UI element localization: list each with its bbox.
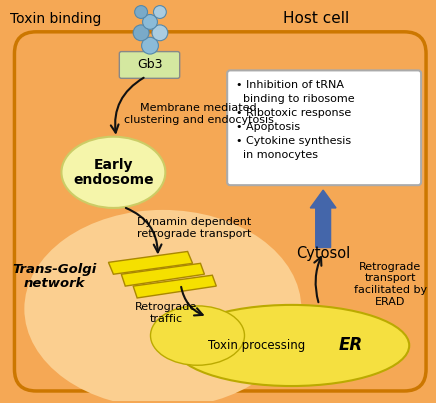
Polygon shape <box>109 251 193 274</box>
Text: Retrograde
traffic: Retrograde traffic <box>135 302 197 324</box>
Text: endosome: endosome <box>73 173 154 187</box>
Circle shape <box>143 15 157 29</box>
Circle shape <box>133 25 149 41</box>
Ellipse shape <box>61 137 165 208</box>
Text: Dynamin dependent
retrograde transport: Dynamin dependent retrograde transport <box>137 217 252 239</box>
FancyBboxPatch shape <box>14 32 426 391</box>
Circle shape <box>152 25 168 41</box>
Text: Toxin processing: Toxin processing <box>208 339 306 352</box>
Text: Trans-Golgi: Trans-Golgi <box>12 263 96 276</box>
Ellipse shape <box>174 305 409 386</box>
Ellipse shape <box>24 210 301 403</box>
Text: Cytosol: Cytosol <box>296 246 350 261</box>
Circle shape <box>153 6 166 19</box>
Text: Toxin binding: Toxin binding <box>10 12 102 26</box>
FancyBboxPatch shape <box>119 52 180 78</box>
FancyBboxPatch shape <box>227 71 421 185</box>
Circle shape <box>135 6 147 19</box>
Text: Membrane mediated
clustering and endocytosis: Membrane mediated clustering and endocyt… <box>123 103 273 125</box>
Text: Host cell: Host cell <box>283 11 349 27</box>
Text: ER: ER <box>339 337 363 355</box>
Text: Retrograde
transport
facilitated by
ERAD: Retrograde transport facilitated by ERAD <box>354 262 427 307</box>
Text: • Inhibition of tRNA
  binding to ribosome
• Ribotoxic response
• Apoptosis
• Cy: • Inhibition of tRNA binding to ribosome… <box>236 80 355 160</box>
Polygon shape <box>133 275 216 298</box>
Text: Early: Early <box>94 158 133 172</box>
FancyArrow shape <box>310 190 336 247</box>
Polygon shape <box>121 263 204 286</box>
Text: network: network <box>23 276 85 290</box>
Ellipse shape <box>150 306 245 365</box>
Circle shape <box>142 37 158 54</box>
Text: Gb3: Gb3 <box>137 58 163 71</box>
